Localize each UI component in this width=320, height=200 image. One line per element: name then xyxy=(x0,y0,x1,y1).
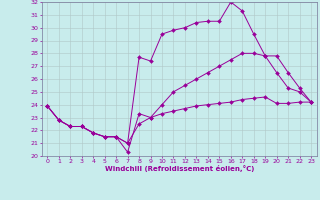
X-axis label: Windchill (Refroidissement éolien,°C): Windchill (Refroidissement éolien,°C) xyxy=(105,165,254,172)
